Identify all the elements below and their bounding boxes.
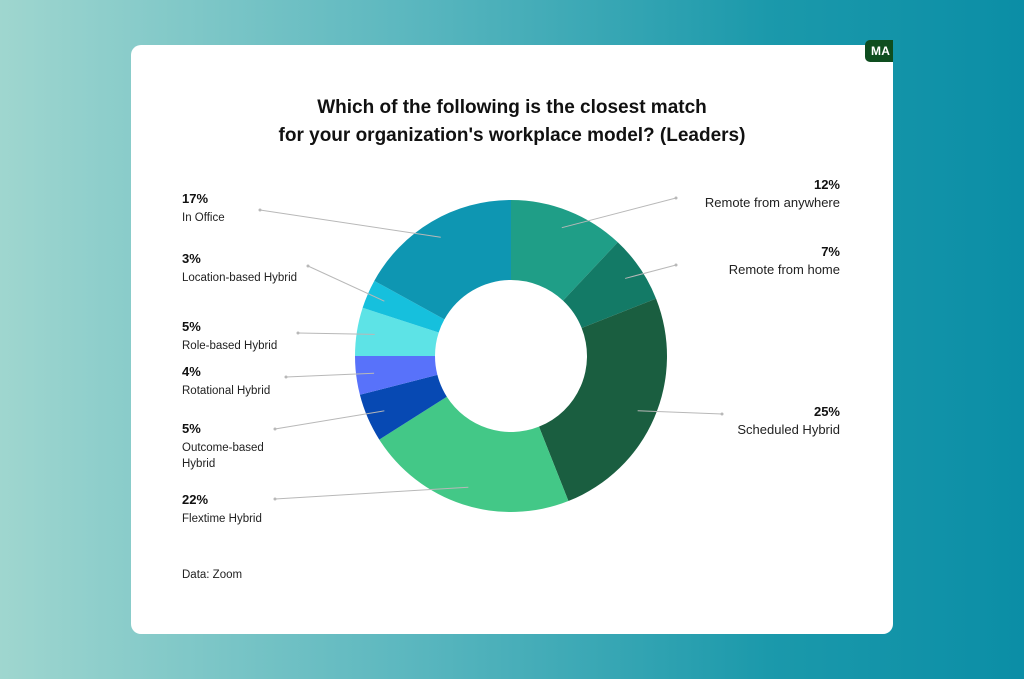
leader-line xyxy=(285,372,375,378)
slice-name-label: Hybrid xyxy=(182,458,215,470)
leader-dot xyxy=(674,263,678,267)
slice-remote-from-anywhere xyxy=(511,200,618,301)
leader-line xyxy=(274,486,469,500)
slice-value-label: 22% xyxy=(182,492,208,507)
leader-dot xyxy=(273,427,277,431)
slice-value-label: 7% xyxy=(821,244,840,259)
leader-line xyxy=(625,264,677,279)
leader-dot xyxy=(258,208,262,212)
slice-value-label: 5% xyxy=(182,421,201,436)
leader-line xyxy=(307,265,385,302)
leader-dot xyxy=(284,375,288,379)
slice-value-label: 5% xyxy=(182,319,201,334)
slice-name-label: Flextime Hybrid xyxy=(182,513,262,525)
slice-rotational-hybrid xyxy=(355,356,438,395)
leader-line xyxy=(297,332,375,335)
slice-role-based-hybrid xyxy=(355,307,439,356)
leader-dot xyxy=(674,196,678,200)
slice-outcome-based-hybrid xyxy=(359,374,447,440)
data-source: Data: Zoom xyxy=(182,569,243,581)
slice-name-label: Scheduled Hybrid xyxy=(737,422,840,437)
slice-scheduled-hybrid xyxy=(538,298,667,502)
leader-line xyxy=(561,197,677,229)
leader-dot xyxy=(306,264,310,268)
chart-title-line-2: for your organization's workplace model?… xyxy=(278,125,746,146)
slice-flextime-hybrid xyxy=(379,396,569,512)
slice-value-label: 25% xyxy=(814,404,840,419)
leader-line xyxy=(637,410,723,415)
slice-value-label: 12% xyxy=(814,177,840,192)
slice-in-office xyxy=(374,200,511,320)
corner-badge: MA xyxy=(865,40,893,62)
leader-line xyxy=(274,410,385,430)
donut-hole xyxy=(435,280,587,432)
slice-location-based-hybrid xyxy=(362,280,445,333)
chart-title-line-1: Which of the following is the closest ma… xyxy=(317,97,707,118)
leader-dot xyxy=(720,412,724,416)
slice-name-label: Outcome-based xyxy=(182,442,264,454)
slice-name-label: Remote from anywhere xyxy=(705,195,840,210)
slice-remote-from-home xyxy=(563,242,657,329)
leader-dot xyxy=(273,497,277,501)
slice-name-label: In Office xyxy=(182,212,225,224)
donut-chart: 12% Remote from anywhere 7% Remote from hom… xyxy=(182,177,840,525)
slice-name-label: Remote from home xyxy=(729,262,840,277)
leader-dot xyxy=(296,331,300,335)
slice-name-label: Location-based Hybrid xyxy=(182,272,297,284)
slice-value-label: 3% xyxy=(182,251,201,266)
leader-line xyxy=(259,209,441,238)
slice-value-label: 17% xyxy=(182,191,208,206)
slice-name-label: Role-based Hybrid xyxy=(182,340,277,352)
slice-name-label: Rotational Hybrid xyxy=(182,385,270,397)
slice-value-label: 4% xyxy=(182,364,201,379)
chart-card: Which of the following is the closest ma… xyxy=(131,45,893,634)
